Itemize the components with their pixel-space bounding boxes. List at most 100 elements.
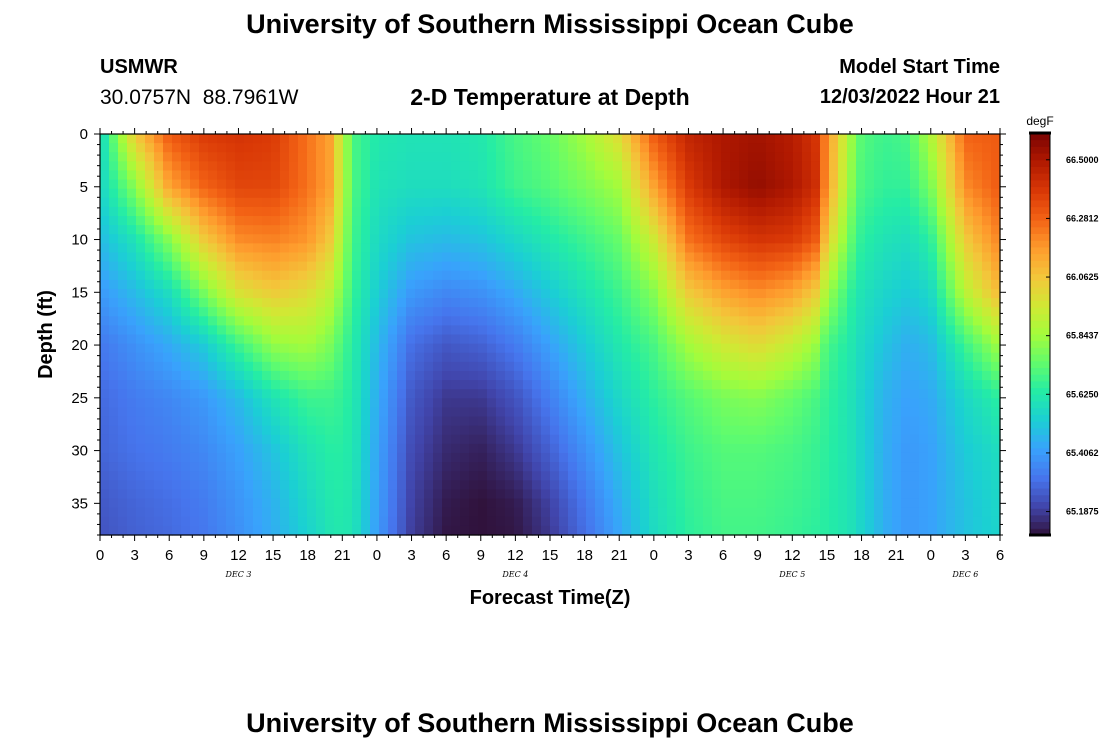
heatmap-cell — [352, 361, 362, 372]
heatmap-cell — [361, 252, 371, 263]
heatmap-cell — [280, 325, 290, 336]
heatmap-cell — [694, 234, 704, 244]
heatmap-cell — [226, 243, 236, 254]
heatmap-cell — [343, 389, 353, 399]
heatmap-cell — [901, 225, 911, 235]
heatmap-cell — [712, 489, 722, 500]
heatmap-cell — [604, 416, 614, 427]
heatmap-cell — [370, 370, 380, 381]
heatmap-cell — [253, 525, 263, 536]
heatmap-cell — [928, 380, 938, 390]
heatmap-cell — [622, 416, 632, 427]
heatmap-cell — [874, 507, 884, 518]
heatmap-cell — [523, 325, 533, 336]
heatmap-cell — [964, 361, 974, 372]
heatmap-cell — [262, 370, 272, 381]
heatmap-cell — [973, 252, 983, 263]
heatmap-cell — [190, 480, 200, 491]
heatmap-cell — [352, 416, 362, 427]
heatmap-cell — [172, 398, 182, 409]
heatmap-cell — [109, 261, 119, 272]
heatmap-cell — [181, 334, 191, 345]
heatmap-cell — [901, 298, 911, 308]
heatmap-cell — [838, 307, 848, 317]
heatmap-cell — [883, 352, 893, 363]
heatmap-cell — [847, 152, 857, 162]
heatmap-cell — [631, 471, 641, 481]
heatmap-cell — [514, 152, 524, 162]
heatmap-cell — [847, 443, 857, 454]
y-tick-label: 30 — [71, 443, 88, 460]
heatmap-cell — [874, 352, 884, 363]
heatmap-cell — [838, 261, 848, 272]
heatmap-cell — [919, 161, 929, 172]
heatmap-cell — [244, 452, 254, 463]
heatmap-cell — [163, 279, 173, 290]
heatmap-cell — [541, 462, 551, 472]
heatmap-cell — [523, 471, 533, 481]
heatmap-cell — [451, 252, 461, 263]
heatmap-cell — [766, 352, 776, 363]
heatmap-cell — [703, 197, 713, 208]
heatmap-cell — [676, 134, 686, 144]
heatmap-cell — [577, 234, 587, 244]
heatmap-cell — [271, 325, 281, 336]
heatmap-cell — [298, 170, 308, 181]
heatmap-cell — [424, 462, 434, 472]
heatmap-cell — [442, 498, 452, 509]
heatmap-cell — [217, 261, 227, 272]
heatmap-cell — [208, 288, 218, 299]
heatmap-cell — [892, 443, 902, 454]
heatmap-cell — [550, 152, 560, 162]
heatmap-cell — [856, 243, 866, 254]
colorbar-swatch — [1030, 133, 1050, 141]
heatmap-cell — [667, 216, 677, 226]
heatmap-cell — [118, 179, 128, 190]
heatmap-cell — [865, 525, 875, 536]
heatmap-cell — [253, 179, 263, 190]
heatmap-cell — [568, 334, 578, 345]
heatmap-cell — [397, 243, 407, 254]
heatmap-cell — [829, 134, 839, 144]
heatmap-cell — [172, 206, 182, 217]
heatmap-cell — [658, 407, 668, 418]
heatmap-cell — [154, 480, 164, 491]
heatmap-cell — [163, 134, 173, 144]
heatmap-cell — [334, 507, 344, 518]
heatmap-cell — [910, 188, 920, 199]
heatmap-cell — [883, 234, 893, 244]
heatmap-cell — [406, 188, 416, 199]
heatmap-cell — [847, 480, 857, 491]
heatmap-cell — [190, 307, 200, 317]
heatmap-cell — [802, 279, 812, 290]
heatmap-cell — [352, 389, 362, 399]
heatmap-cell — [163, 243, 173, 254]
heatmap-cell — [469, 434, 479, 445]
heatmap-cell — [442, 398, 452, 409]
heatmap-cell — [352, 225, 362, 235]
heatmap-cell — [424, 343, 434, 354]
heatmap-cell — [838, 170, 848, 181]
heatmap-cell — [388, 316, 398, 326]
heatmap-cell — [793, 398, 803, 409]
heatmap-cell — [343, 352, 353, 363]
heatmap-cell — [802, 325, 812, 336]
heatmap-cell — [829, 270, 839, 281]
heatmap-cell — [667, 480, 677, 491]
heatmap-cell — [550, 462, 560, 472]
heatmap-cell — [127, 325, 137, 336]
heatmap-cell — [325, 380, 335, 390]
heatmap-cell — [946, 197, 956, 208]
heatmap-cell — [190, 134, 200, 144]
heatmap-cell — [316, 516, 326, 527]
heatmap-cell — [388, 225, 398, 235]
heatmap-cell — [604, 316, 614, 326]
heatmap-cell — [766, 343, 776, 354]
heatmap-cell — [694, 334, 704, 345]
heatmap-cell — [433, 352, 443, 363]
heatmap-cell — [496, 288, 506, 299]
heatmap-cell — [352, 143, 362, 153]
heatmap-cell — [424, 298, 434, 308]
heatmap-cell — [847, 370, 857, 381]
heatmap-cell — [667, 234, 677, 244]
